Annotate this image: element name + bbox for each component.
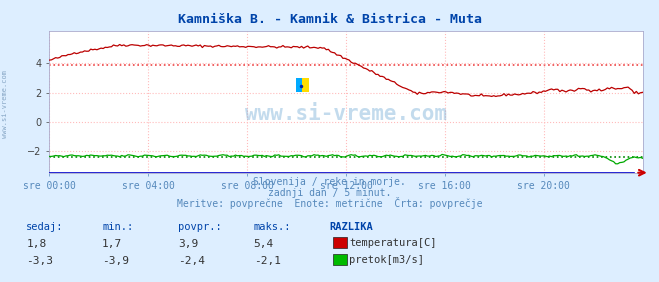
Text: www.si-vreme.com: www.si-vreme.com xyxy=(2,70,9,138)
Text: Slovenija / reke in morje.: Slovenija / reke in morje. xyxy=(253,177,406,187)
Text: 5,4: 5,4 xyxy=(254,239,274,249)
Text: -3,9: -3,9 xyxy=(102,256,129,266)
Text: Meritve: povprečne  Enote: metrične  Črta: povprečje: Meritve: povprečne Enote: metrične Črta:… xyxy=(177,197,482,209)
Text: pretok[m3/s]: pretok[m3/s] xyxy=(349,255,424,265)
Text: 1,8: 1,8 xyxy=(26,239,47,249)
Text: min.:: min.: xyxy=(102,222,133,232)
Text: www.si-vreme.com: www.si-vreme.com xyxy=(245,103,447,124)
Text: Kamniška B. - Kamnik & Bistrica - Muta: Kamniška B. - Kamnik & Bistrica - Muta xyxy=(177,13,482,26)
Text: RAZLIKA: RAZLIKA xyxy=(330,222,373,232)
Text: maks.:: maks.: xyxy=(254,222,291,232)
Text: sedaj:: sedaj: xyxy=(26,222,64,232)
Text: temperatura[C]: temperatura[C] xyxy=(349,238,437,248)
Text: 3,9: 3,9 xyxy=(178,239,198,249)
Text: -2,1: -2,1 xyxy=(254,256,281,266)
FancyBboxPatch shape xyxy=(302,78,308,92)
Text: zadnji dan / 5 minut.: zadnji dan / 5 minut. xyxy=(268,188,391,198)
Text: povpr.:: povpr.: xyxy=(178,222,221,232)
Text: -3,3: -3,3 xyxy=(26,256,53,266)
Text: 1,7: 1,7 xyxy=(102,239,123,249)
Text: -2,4: -2,4 xyxy=(178,256,205,266)
FancyBboxPatch shape xyxy=(295,78,302,92)
